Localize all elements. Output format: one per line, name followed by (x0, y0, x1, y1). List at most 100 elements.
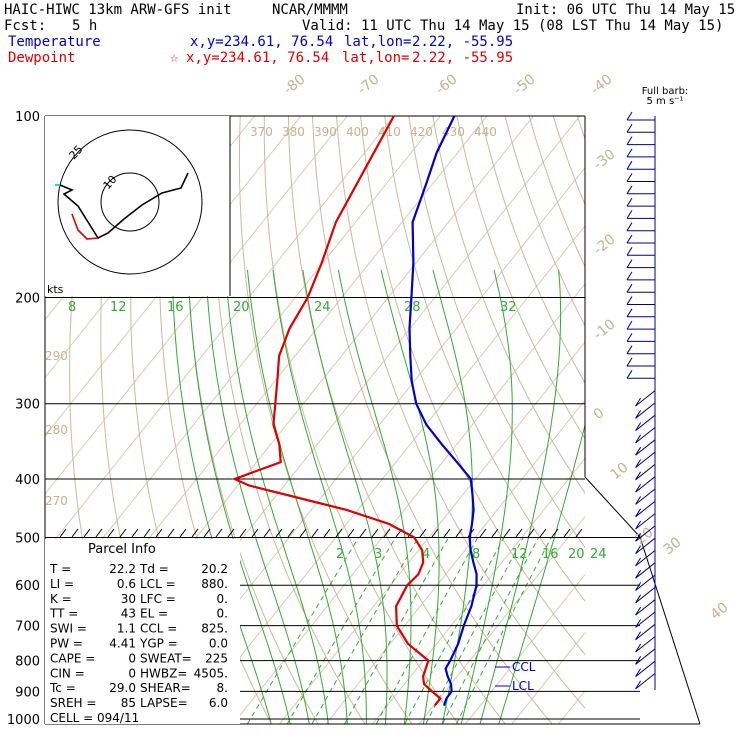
wind-barb-feather (635, 520, 642, 530)
dewpoint-xy: x,y=234.61, 76.54 (186, 50, 330, 66)
isotherm-label: -20 (591, 231, 619, 258)
parcel-cell: CELL = 094/11 (50, 711, 139, 725)
hodograph-bg (45, 116, 230, 296)
hatch-mark (443, 528, 451, 538)
barb-key-line1: Full barb: (642, 86, 689, 97)
moist-adiabat (272, 269, 367, 724)
wind-barb-feather (626, 197, 633, 207)
parcel-panel-bg (45, 539, 240, 724)
hodograph-ring (57, 129, 203, 275)
hatch-mark (239, 528, 247, 538)
parcel-field: Td = (139, 562, 169, 576)
dewpoint-star-icon: ☆ (170, 50, 179, 66)
wind-barb (635, 550, 656, 567)
isotherm-line (185, 225, 585, 724)
mixing-label: 20 (233, 300, 250, 315)
theta-label: 440 (474, 125, 497, 139)
parcel-field: 85 (121, 696, 136, 710)
hatch-mark (563, 528, 571, 538)
wind-barb-feather (626, 320, 633, 330)
pressure-axis-labels: 100 200 300 400 500 600 700 800 900 1000 (7, 110, 40, 728)
isotherm-label: -30 (591, 146, 619, 173)
hatch-mark (575, 528, 583, 538)
wind-barb (635, 439, 656, 456)
wind-barb (635, 427, 656, 444)
wind-barb (635, 611, 656, 628)
wind-barb-feather (626, 296, 633, 305)
hatch-mark (155, 528, 163, 538)
wind-barb-feather (626, 185, 633, 195)
parcel-field: 22.2 (109, 562, 136, 576)
theta-label: 370 (250, 125, 273, 139)
dewpoint-legend: Dewpoint (8, 50, 76, 66)
parcel-field: 8. (217, 681, 228, 695)
hatch-mark (227, 528, 235, 538)
pressure-label: 200 (15, 292, 40, 307)
wind-barb (635, 390, 656, 407)
hatch-mark (431, 528, 439, 538)
pressure-label: 600 (15, 579, 40, 594)
wind-barb-feather (635, 594, 642, 604)
isotherm-line (418, 515, 585, 724)
dry-adiabat (639, 88, 740, 731)
parcel-field: YGP = (139, 637, 178, 651)
wind-barb (635, 636, 656, 653)
wind-barb (635, 537, 656, 554)
moist-adiabat (460, 269, 513, 724)
hatch-mark (479, 528, 487, 538)
mixing-label: 20 (568, 547, 585, 562)
hodograph-units: kts (47, 283, 64, 296)
mixing-label: 24 (590, 547, 607, 562)
hatch-mark (83, 528, 91, 538)
isotherm-label: 0 (591, 405, 608, 423)
moist-adiabat (247, 269, 348, 724)
dry-adiabat (360, 116, 585, 656)
isotherm-line (325, 399, 585, 724)
mixing-ratio-line (375, 537, 479, 724)
wind-barb (635, 476, 656, 493)
hatch-mark (371, 528, 379, 538)
dry-adiabat (456, 116, 585, 440)
moist-adiabat (302, 269, 388, 724)
dewpoint-line (231, 116, 442, 707)
plot-right-border (639, 536, 701, 725)
pressure-label: 1000 (7, 713, 40, 728)
hatch-mark (515, 528, 523, 538)
mixing-ratio-line (404, 537, 505, 724)
mixing-ratio-line (286, 537, 396, 724)
hatch-mark (455, 528, 463, 538)
hatch-mark (119, 528, 127, 538)
pressure-label: 400 (15, 473, 40, 488)
wind-barb-feather (635, 545, 642, 554)
wind-barb-feather (626, 357, 633, 367)
fcst-label: Fcst: (4, 18, 47, 34)
dry-adiabat (528, 116, 585, 268)
parcel-field: 30 (121, 592, 136, 606)
wind-barb-feather (626, 345, 633, 354)
wind-barb-feather (635, 483, 642, 493)
wind-barb (635, 599, 656, 616)
parcel-field: PW = (50, 637, 83, 651)
hatch-mark (323, 528, 331, 538)
parcel-field: LAPSE= (140, 696, 188, 710)
hatch-mark (335, 528, 343, 538)
hatch-mark (263, 528, 271, 538)
wind-barb-feather (626, 210, 633, 219)
parcel-field: LI = (50, 577, 74, 591)
wind-barb-feather (635, 606, 642, 616)
parcel-field: T = (49, 562, 71, 576)
parcel-field: 0.0 (209, 637, 228, 651)
level-markers: CCL LCL (495, 660, 536, 693)
dry-adiabat (384, 116, 585, 602)
wind-barb (635, 673, 656, 690)
parcel-field: 0. (217, 607, 228, 621)
wind-barb-feather (635, 459, 642, 468)
wind-barb-feather (635, 582, 642, 591)
moist-adiabat (479, 269, 562, 724)
wind-barb (635, 464, 656, 481)
wind-barb (635, 623, 656, 641)
wind-barb-feather (635, 656, 642, 665)
dry-adiabat (592, 88, 740, 731)
wind-barb-feather (626, 308, 633, 318)
